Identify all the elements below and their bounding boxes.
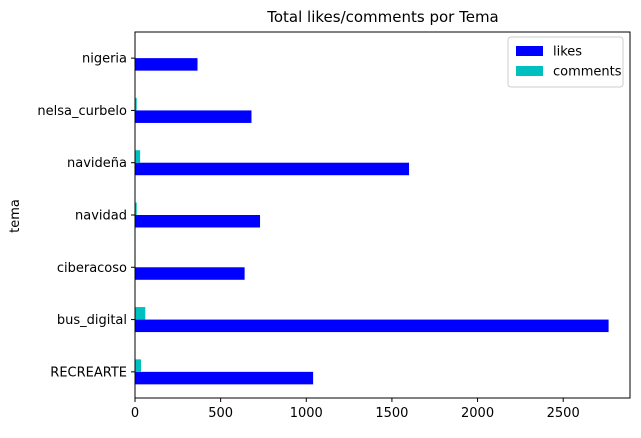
- bar-likes-nelsa_curbelo: [135, 110, 252, 123]
- x-tick-label: 1000: [290, 406, 323, 421]
- chart-title: Total likes/comments por Tema: [266, 8, 499, 26]
- bar-likes-navideña: [135, 162, 410, 176]
- axes-layer: RECREARTE bus_digital ciberacoso navidad nav…: [37, 31, 631, 421]
- bar-comments-nelsa_curbelo: [135, 97, 137, 111]
- legend: likes comments: [507, 36, 624, 88]
- legend-label-comments: comments: [553, 65, 622, 80]
- y-tick-label: nelsa_curbelo: [37, 104, 127, 119]
- bar-comments-navideña: [135, 150, 141, 163]
- bar-likes-navidad: [135, 215, 261, 228]
- x-tick-label: 2500: [547, 406, 580, 421]
- legend-label-likes: likes: [553, 45, 582, 60]
- legend-swatch-comments: [516, 66, 543, 76]
- bar-likes-recrearte: [135, 371, 314, 385]
- x-tick-label: 1500: [375, 406, 408, 421]
- bar-comments-bus_digital: [135, 307, 146, 320]
- bar-likes-nigeria: [135, 58, 198, 71]
- bar-comments-recrearte: [135, 359, 141, 372]
- x-tick-label: 0: [131, 406, 139, 421]
- y-axis-label: tema: [8, 199, 23, 233]
- plot-frame: [134, 31, 631, 399]
- y-tick-label: navideña: [67, 156, 127, 171]
- bar-likes-bus_digital: [135, 319, 609, 333]
- x-tick-label: 2000: [461, 406, 494, 421]
- y-tick-label: nigeria: [82, 52, 127, 67]
- x-tick-label: 500: [208, 406, 233, 421]
- y-tick-label: ciberacoso: [57, 261, 127, 276]
- legend-swatch-likes: [516, 46, 543, 56]
- y-tick-label: RECREARTE: [50, 365, 127, 380]
- y-tick-label: bus_digital: [57, 313, 127, 328]
- bars-layer: [135, 45, 609, 385]
- bar-likes-ciberacoso: [135, 267, 245, 280]
- bar-comments-navidad: [135, 202, 137, 215]
- y-tick-label: navidad: [75, 209, 127, 224]
